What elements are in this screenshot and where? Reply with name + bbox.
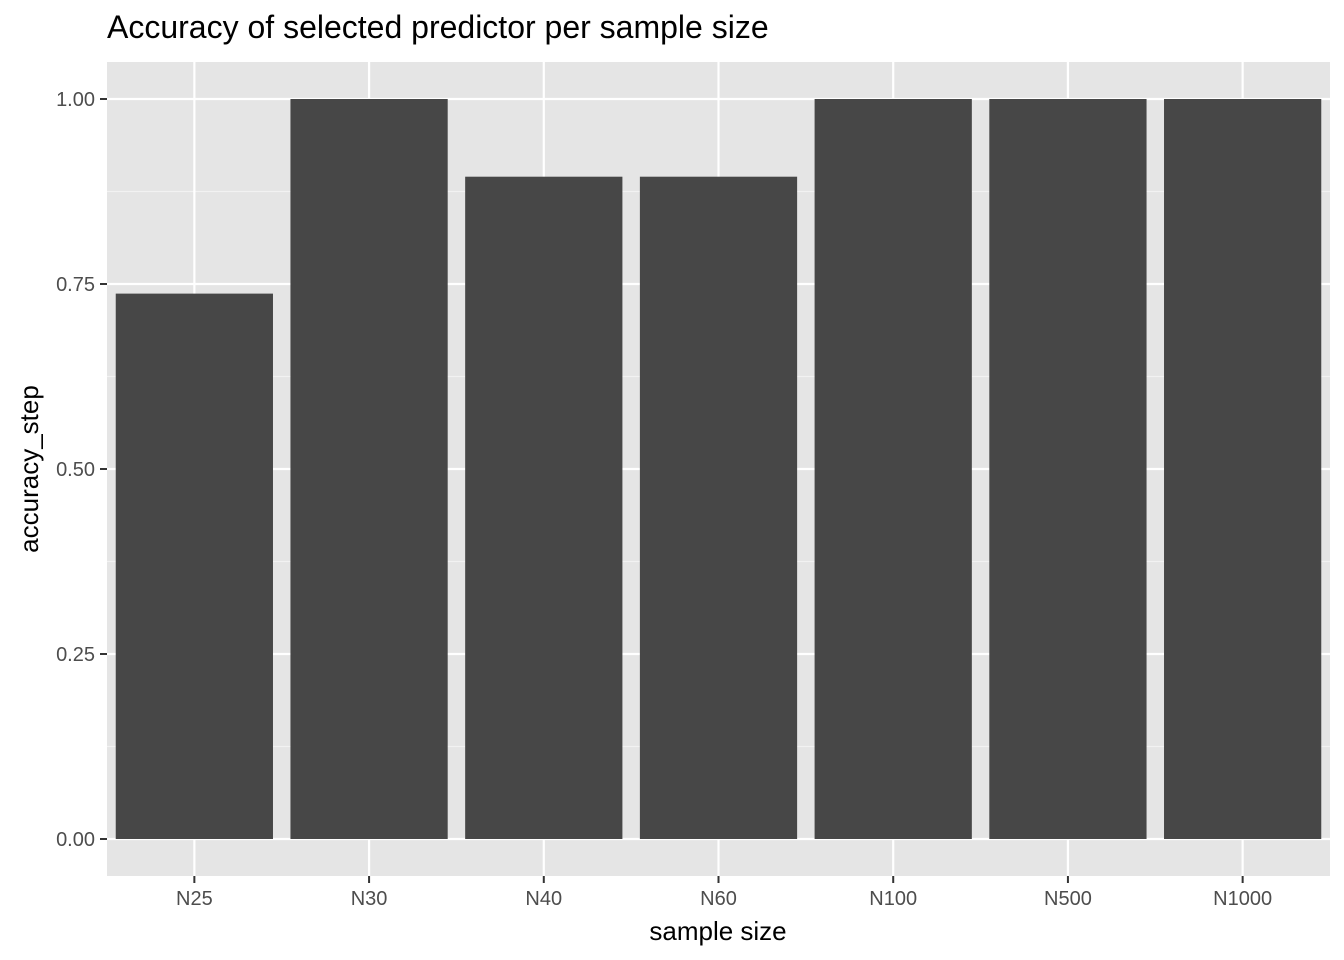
chart-title: Accuracy of selected predictor per sampl… — [107, 9, 769, 45]
y-tick-label: 0.75 — [56, 274, 95, 296]
x-tick-label: N100 — [869, 888, 917, 910]
y-tick-label: 0.50 — [56, 459, 95, 481]
bar-N30 — [290, 99, 448, 839]
x-tick-label: N25 — [176, 888, 213, 910]
bar-N500 — [989, 99, 1147, 839]
y-axis-title: accuracy_step — [14, 385, 44, 553]
x-axis-title: sample size — [649, 916, 786, 946]
x-tick-label: N1000 — [1213, 888, 1272, 910]
x-axis: N25 N30 N40 N60 N100 N500 N1000 — [176, 876, 1272, 910]
y-tick-label: 1.00 — [56, 89, 95, 111]
bar-N60 — [639, 176, 798, 839]
bar-N100 — [814, 99, 972, 839]
bar-N25 — [115, 293, 273, 839]
x-tick-label: N500 — [1044, 888, 1092, 910]
x-tick-label: N60 — [700, 888, 737, 910]
y-axis: 0.00 0.25 0.50 0.75 1.00 — [56, 89, 107, 851]
bars-group — [115, 99, 1322, 839]
x-tick-label: N30 — [351, 888, 388, 910]
bar-N1000 — [1164, 99, 1322, 839]
x-tick-label: N40 — [525, 888, 562, 910]
y-tick-label: 0.00 — [56, 829, 95, 851]
bar-N40 — [465, 176, 623, 839]
y-tick-label: 0.25 — [56, 644, 95, 666]
